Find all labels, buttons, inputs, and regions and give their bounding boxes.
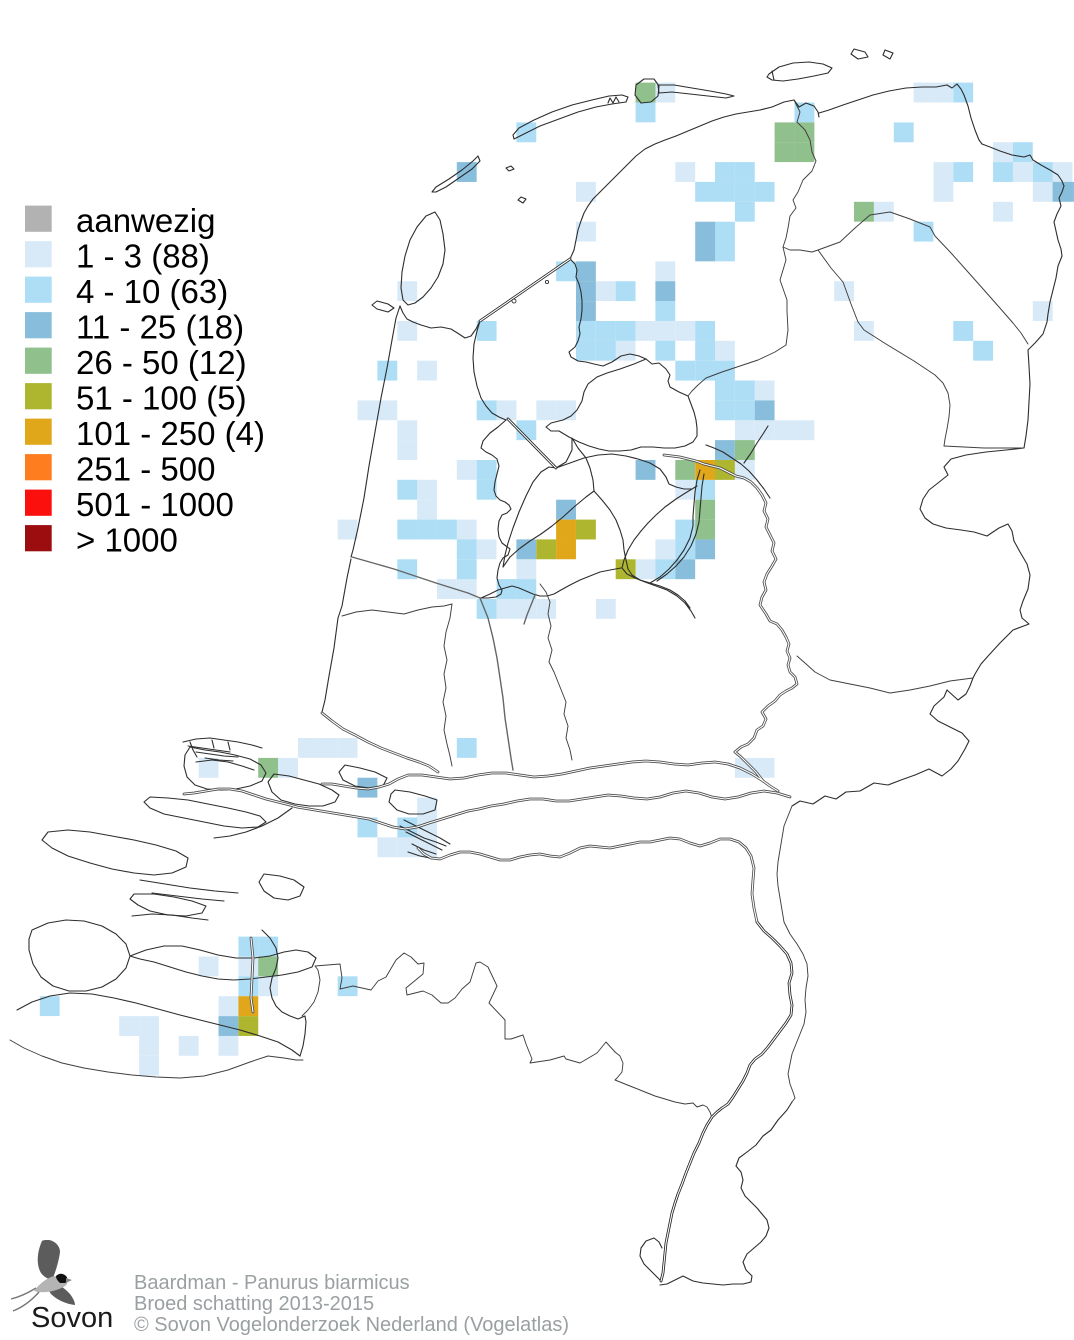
svg-text:101 - 250 (4): 101 - 250 (4) [76, 415, 265, 452]
svg-text:251 - 500: 251 - 500 [76, 450, 215, 487]
svg-text:> 1000: > 1000 [76, 521, 178, 558]
svg-text:aanwezig: aanwezig [76, 202, 215, 239]
svg-text:11 - 25 (18): 11 - 25 (18) [76, 308, 244, 345]
svg-text:51 - 100 (5): 51 - 100 (5) [76, 379, 247, 416]
svg-text:4 - 10 (63): 4 - 10 (63) [76, 273, 228, 310]
svg-text:501 - 1000: 501 - 1000 [76, 486, 234, 523]
svg-text:1 - 3 (88): 1 - 3 (88) [76, 237, 210, 274]
svg-text:26 - 50 (12): 26 - 50 (12) [76, 344, 247, 381]
